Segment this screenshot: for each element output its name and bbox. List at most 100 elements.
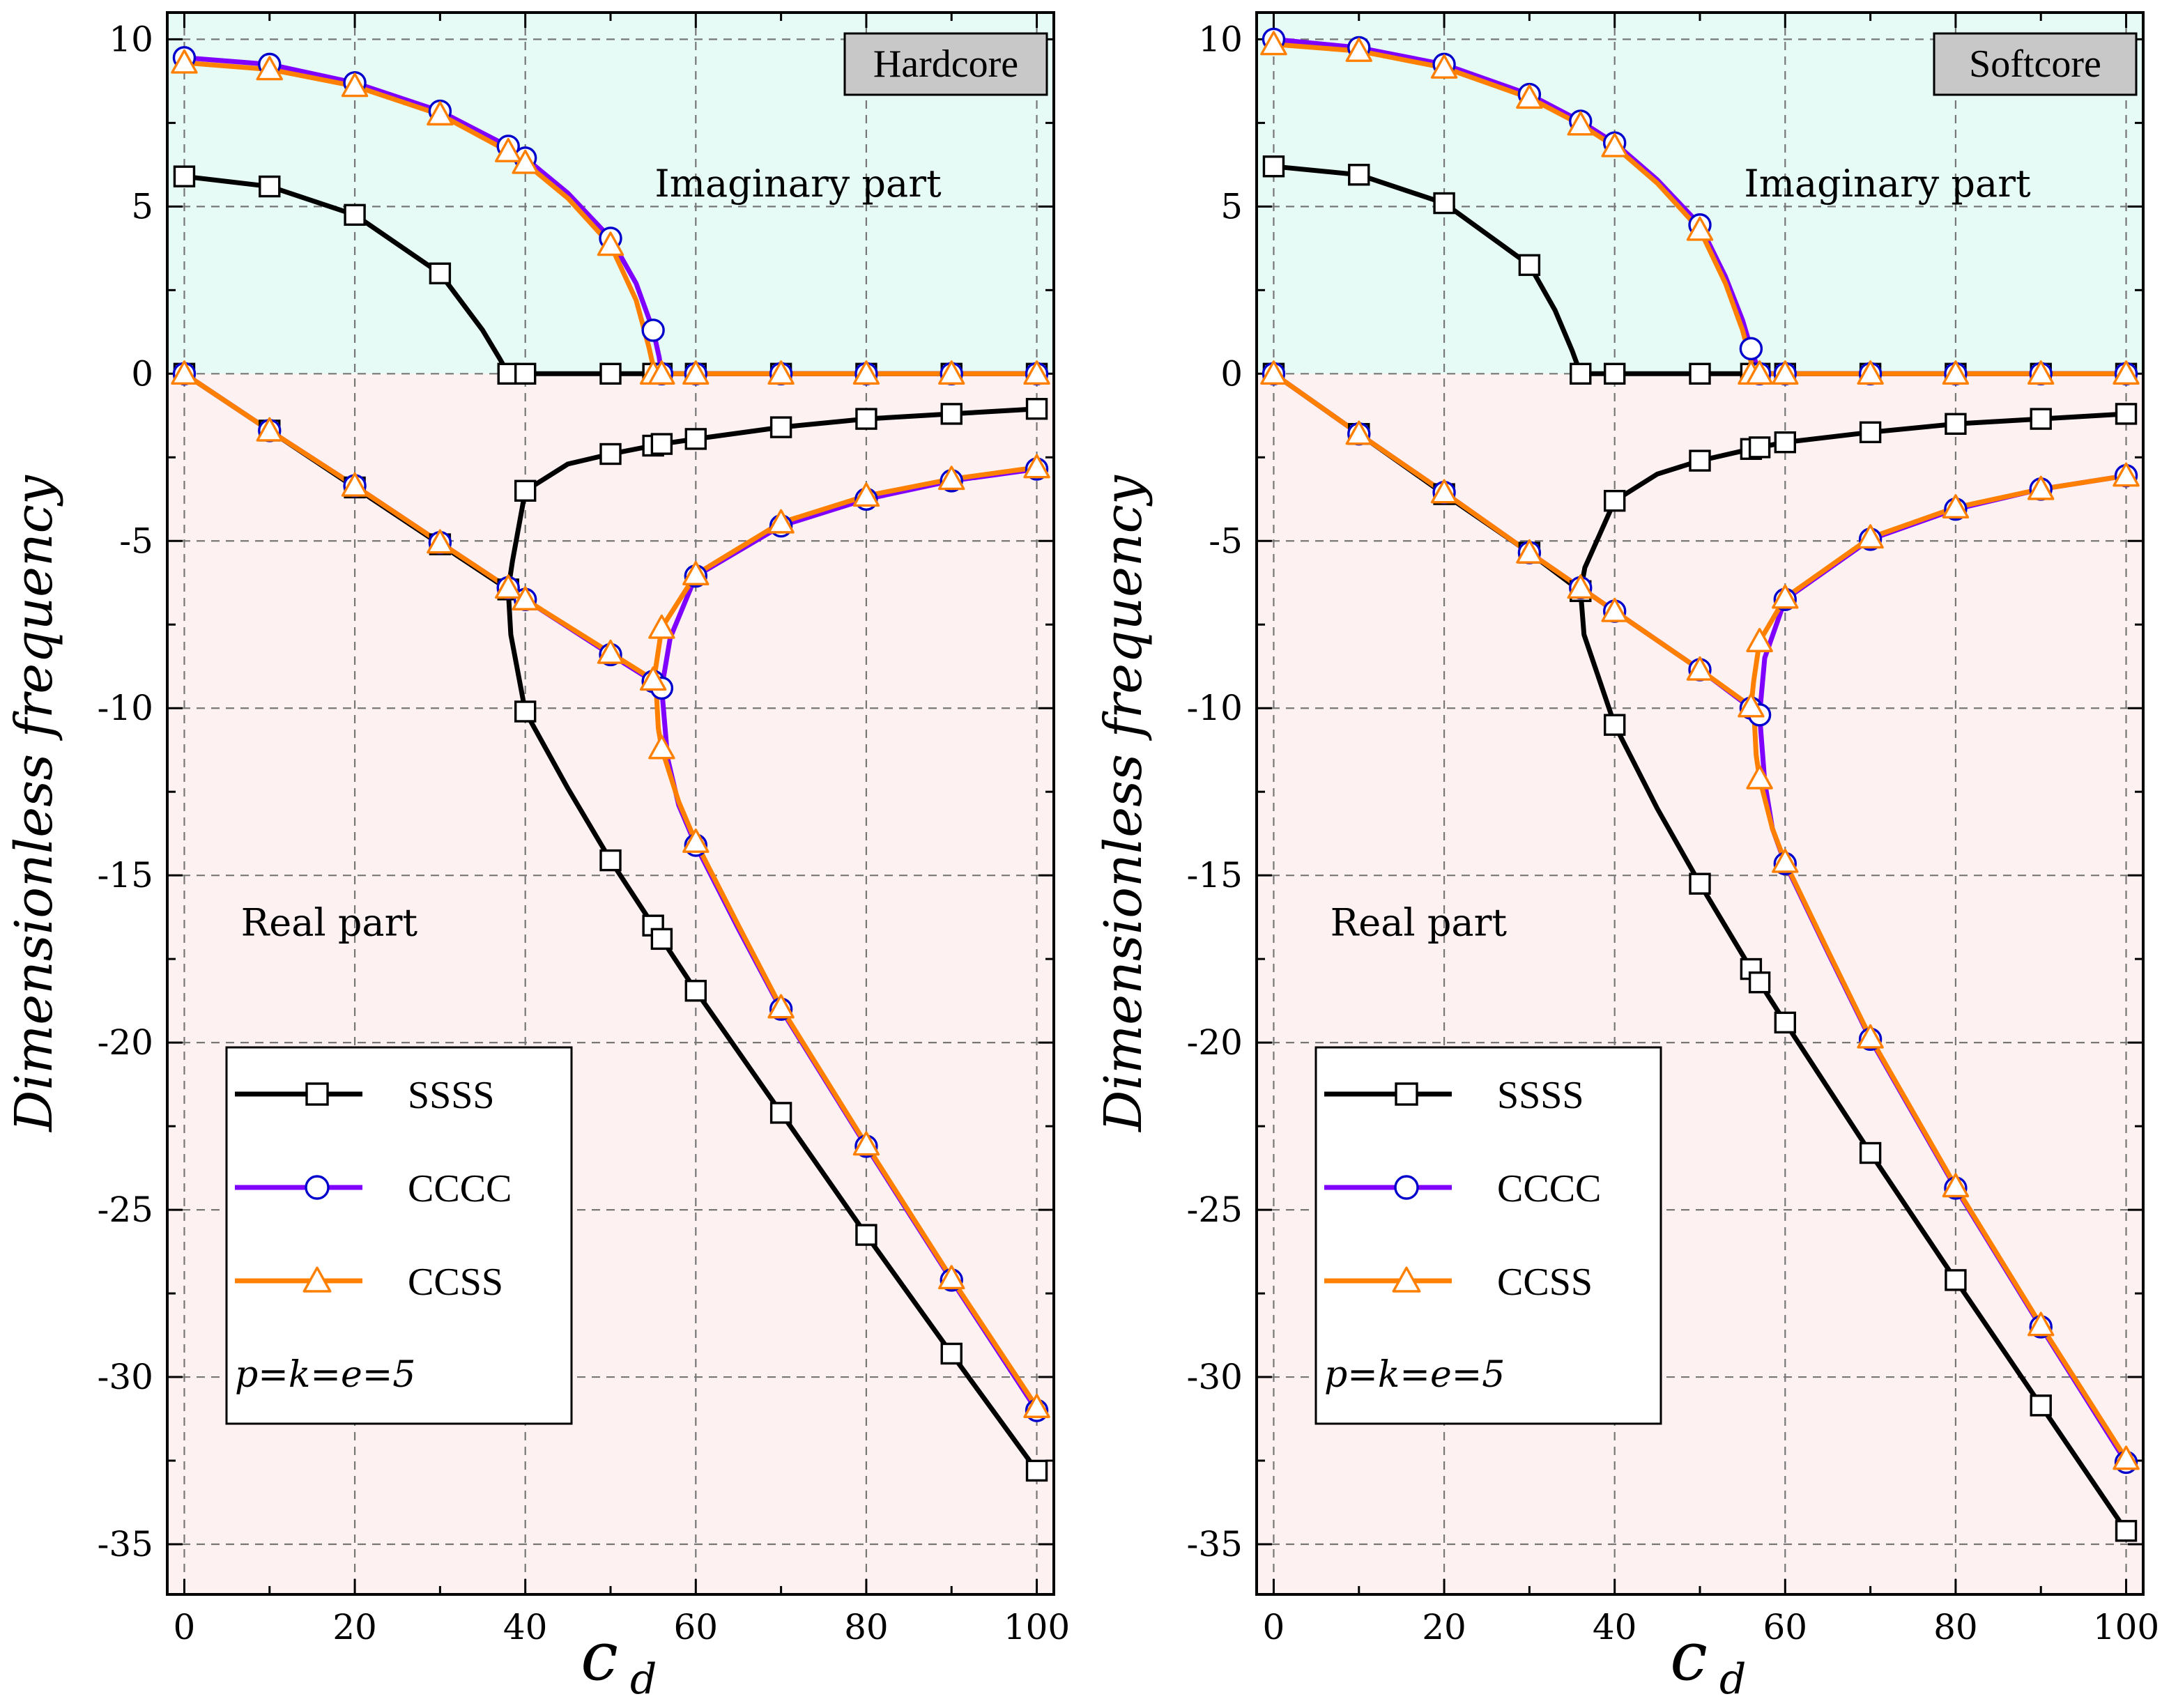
data-point-ssss bbox=[650, 433, 673, 455]
data-point-ccss bbox=[2027, 1311, 2055, 1337]
data-point-ccss bbox=[767, 509, 795, 534]
y-tick-label: 10 bbox=[1198, 19, 1243, 59]
data-point-ccss bbox=[1746, 360, 1773, 385]
data-point-ssss bbox=[1603, 362, 1626, 385]
plot-frame bbox=[1255, 11, 2145, 1596]
data-point-ssss bbox=[1025, 1459, 1048, 1482]
real-part-label: Real part bbox=[241, 901, 418, 945]
data-point-ccss bbox=[1516, 539, 1543, 564]
imaginary-part-label: Imaginary part bbox=[1744, 162, 2031, 206]
legend-marker-ccss bbox=[302, 1266, 332, 1293]
data-point-ssss bbox=[1945, 413, 1967, 435]
data-point-ccss bbox=[427, 529, 454, 554]
x-axis-label: c bbox=[581, 1617, 618, 1695]
real-part-label: Real part bbox=[1331, 901, 1508, 945]
data-point-ssss bbox=[429, 262, 452, 285]
y-tick-label: -10 bbox=[1186, 688, 1243, 728]
data-point-ssss bbox=[599, 443, 622, 466]
x-tick-label: 40 bbox=[503, 1607, 548, 1647]
y-tick-label: -35 bbox=[97, 1524, 153, 1564]
data-point-ccss bbox=[1567, 111, 1594, 136]
data-point-ccss bbox=[767, 994, 795, 1019]
data-point-ccss bbox=[1023, 454, 1050, 479]
core-type-tag-label: Hardcore bbox=[873, 43, 1018, 86]
data-point-ssss bbox=[1859, 1141, 1882, 1164]
y-axis-label: Dimensionless frequency bbox=[4, 475, 64, 1133]
data-point-ssss bbox=[684, 428, 707, 450]
data-point-ssss bbox=[1025, 397, 1048, 420]
y-tick-label: -20 bbox=[1186, 1022, 1243, 1063]
legend: SSSS CCCC CCSS p=k=e=5 bbox=[225, 1046, 573, 1425]
y-tick-label: -15 bbox=[1186, 855, 1243, 895]
x-tick-label: 40 bbox=[1593, 1607, 1637, 1647]
legend: SSSS CCCC CCSS p=k=e=5 bbox=[1314, 1046, 1662, 1425]
data-point-ccss bbox=[171, 360, 198, 385]
data-point-ssss bbox=[1748, 971, 1771, 994]
data-point-ccss bbox=[767, 360, 795, 385]
data-point-ccss bbox=[682, 360, 710, 385]
legend-marker-cccc bbox=[305, 1175, 330, 1200]
x-tick-label: 0 bbox=[1263, 1607, 1285, 1647]
data-point-ccss bbox=[938, 1265, 965, 1290]
data-point-ccss bbox=[1772, 584, 1799, 609]
data-point-ccss bbox=[495, 574, 522, 599]
legend-label-ssss: SSSS bbox=[408, 1074, 495, 1117]
legend-marker-ccss bbox=[1392, 1266, 1421, 1293]
series-line-ssss bbox=[182, 174, 1039, 376]
data-point-cccc bbox=[1739, 337, 1763, 361]
data-point-ssss bbox=[940, 1342, 963, 1365]
data-point-ccss bbox=[1738, 693, 1765, 718]
data-point-ssss bbox=[1348, 164, 1370, 186]
core-type-tag bbox=[843, 32, 1048, 96]
data-point-ssss bbox=[769, 416, 792, 438]
data-point-ssss bbox=[514, 700, 537, 723]
x-tick-label: 100 bbox=[1004, 1607, 1070, 1647]
data-point-ccss bbox=[648, 360, 675, 385]
data-point-ssss bbox=[1570, 362, 1592, 385]
data-point-ccss bbox=[1746, 764, 1773, 790]
imaginary-part-label: Imaginary part bbox=[654, 162, 942, 206]
data-point-ccss bbox=[1857, 360, 1884, 385]
legend-box bbox=[225, 1046, 573, 1425]
y-tick-label: -10 bbox=[97, 688, 153, 728]
data-point-ccss bbox=[341, 72, 369, 98]
data-point-ccss bbox=[1857, 1024, 1884, 1049]
data-point-ssss bbox=[2030, 1394, 2052, 1417]
data-point-ssss bbox=[855, 1224, 877, 1246]
data-point-ccss bbox=[852, 482, 880, 507]
y-tick-label: -20 bbox=[97, 1022, 153, 1063]
data-point-ccss bbox=[648, 734, 675, 760]
data-point-ccss bbox=[341, 472, 369, 497]
legend-marker-ssss bbox=[305, 1082, 329, 1106]
data-point-ccss bbox=[852, 1131, 880, 1156]
data-point-ssss bbox=[1689, 449, 1711, 472]
data-point-ssss bbox=[1433, 192, 1455, 215]
data-point-ssss bbox=[344, 203, 366, 226]
y-axis-label: Dimensionless frequency bbox=[1094, 475, 1153, 1133]
data-point-ccss bbox=[2113, 462, 2140, 487]
panel-hardcore: 0 20 40 60 80 100 10 5 0 -5 -10 -15 -20 -25 -30 -35 Dime… bbox=[4, 11, 1070, 1704]
legend-label-ssss: SSSS bbox=[1497, 1074, 1584, 1117]
data-point-ssss bbox=[599, 849, 622, 872]
data-point-ccss bbox=[1601, 132, 1628, 157]
data-point-ssss bbox=[650, 928, 673, 951]
data-point-ccss bbox=[1430, 54, 1458, 79]
data-point-ssss bbox=[769, 1102, 792, 1124]
legend-label-ccss: CCSS bbox=[408, 1261, 503, 1304]
y-tick-label: 10 bbox=[109, 19, 153, 59]
data-point-ccss bbox=[1857, 524, 1884, 549]
data-point-ccss bbox=[1601, 597, 1628, 622]
data-point-ccss bbox=[1023, 360, 1050, 385]
plot-frame bbox=[166, 11, 1055, 1596]
data-point-ccss bbox=[852, 360, 880, 385]
data-point-ccss bbox=[256, 56, 283, 81]
legend-marker-ssss bbox=[1395, 1082, 1418, 1106]
x-axis-label: c bbox=[1670, 1617, 1708, 1695]
data-point-ccss bbox=[1260, 31, 1287, 56]
data-point-ccss bbox=[427, 101, 454, 126]
data-point-ssss bbox=[1518, 254, 1541, 277]
data-point-ccss bbox=[256, 417, 283, 442]
data-point-cccc bbox=[641, 318, 665, 342]
data-point-ccss bbox=[597, 231, 624, 256]
